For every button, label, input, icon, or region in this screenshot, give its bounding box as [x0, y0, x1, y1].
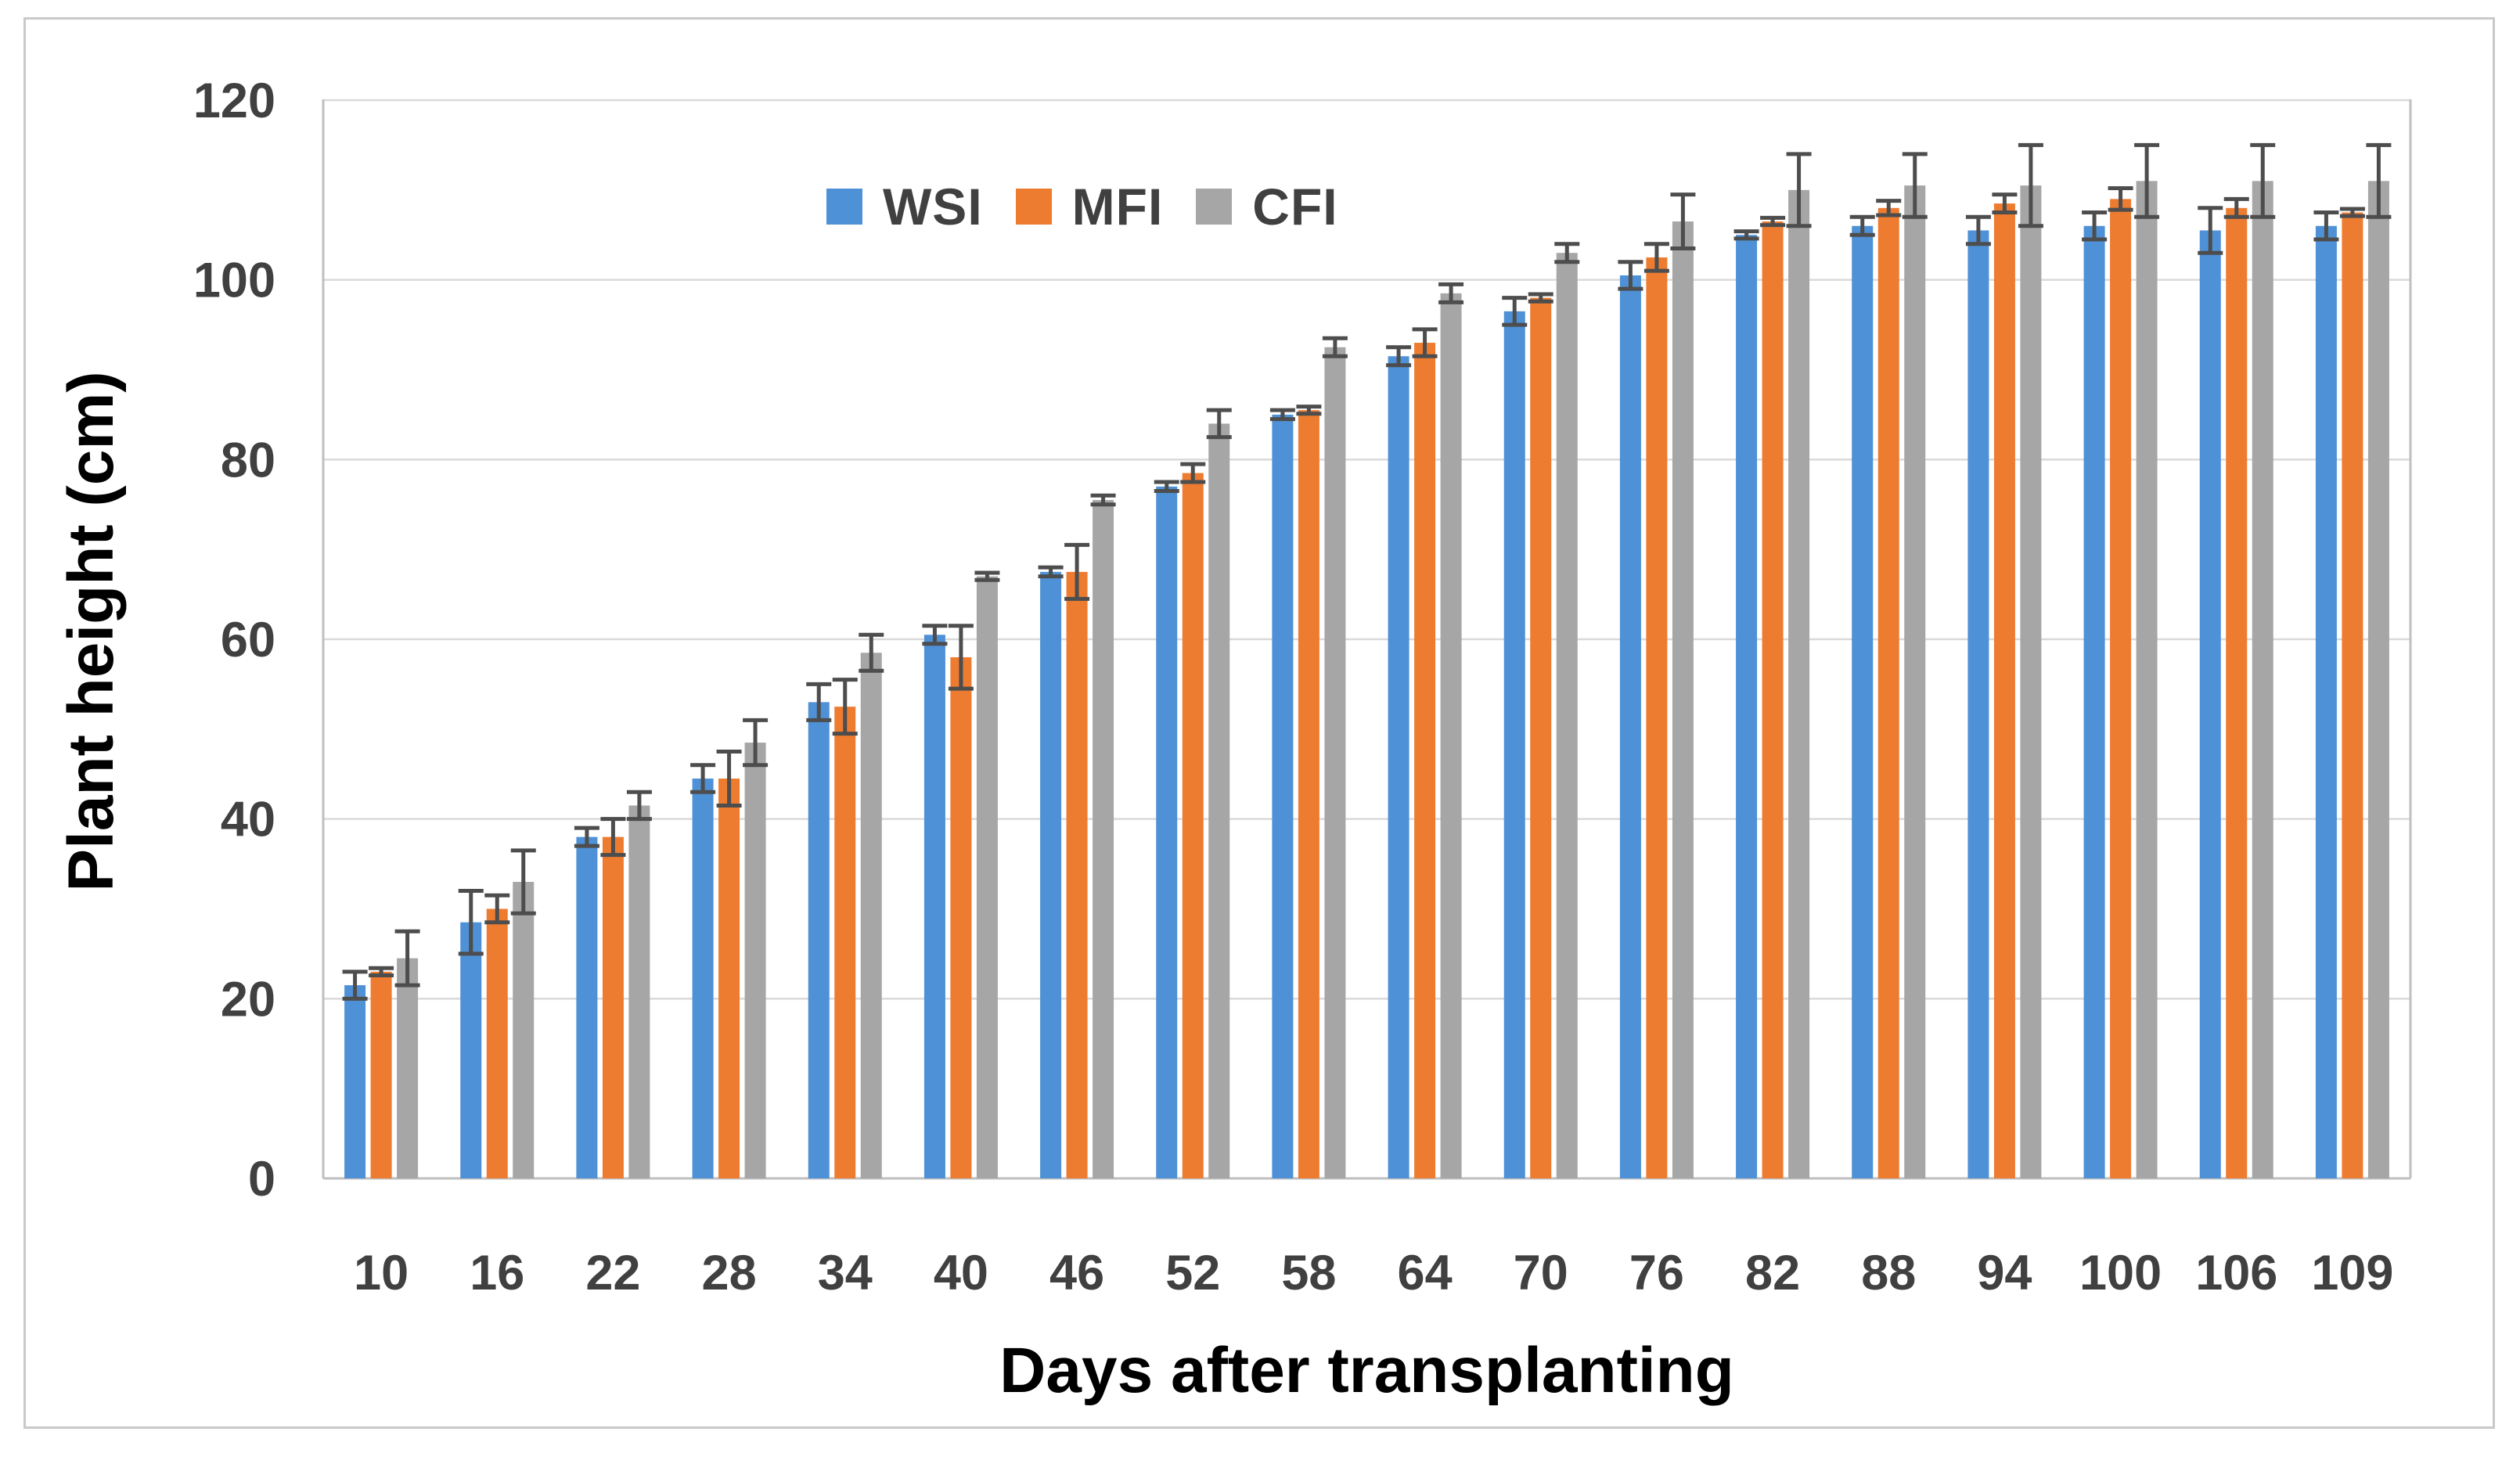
bar-mfi-70 — [1530, 297, 1552, 1179]
bar-cfi-16 — [513, 882, 535, 1178]
x-tick-label: 28 — [702, 1246, 757, 1300]
x-tick-label: 22 — [585, 1246, 640, 1300]
x-tick-label: 40 — [934, 1246, 988, 1300]
bar-wsi-70 — [1503, 311, 1525, 1178]
bar-wsi-34 — [808, 702, 830, 1178]
legend-item-cfi: CFI — [1196, 177, 1337, 236]
figure-border — [23, 17, 2495, 1429]
x-tick-label: 94 — [1977, 1246, 2032, 1300]
y-tick-label: 20 — [221, 972, 275, 1027]
x-tick-label: 70 — [1514, 1246, 1568, 1300]
x-tick-label: 58 — [1281, 1246, 1336, 1300]
bar-cfi-100 — [2136, 181, 2158, 1179]
bar-cfi-46 — [1093, 500, 1114, 1178]
bar-cfi-106 — [2252, 181, 2273, 1179]
bar-mfi-64 — [1414, 343, 1436, 1178]
bar-cfi-58 — [1324, 347, 1346, 1179]
x-tick-label: 64 — [1398, 1246, 1453, 1300]
y-tick-label: 60 — [221, 613, 275, 667]
bar-mfi-40 — [950, 656, 972, 1178]
bar-wsi-109 — [2315, 225, 2337, 1179]
bar-cfi-82 — [1788, 189, 1810, 1178]
bar-cfi-70 — [1556, 253, 1578, 1178]
bar-mfi-106 — [2226, 207, 2248, 1178]
bar-cfi-88 — [1904, 185, 1926, 1178]
x-tick-label: 46 — [1049, 1246, 1104, 1300]
bar-mfi-34 — [834, 707, 856, 1178]
bar-wsi-40 — [923, 635, 945, 1178]
bar-wsi-10 — [344, 985, 366, 1178]
bar-wsi-82 — [1736, 235, 1758, 1178]
y-tick-label: 100 — [193, 254, 275, 308]
bar-wsi-64 — [1388, 356, 1409, 1178]
bar-mfi-16 — [486, 908, 508, 1178]
bar-wsi-76 — [1619, 275, 1641, 1178]
bar-wsi-88 — [1852, 225, 1874, 1179]
bar-mfi-88 — [1877, 207, 1899, 1178]
bar-wsi-28 — [692, 778, 714, 1178]
bar-mfi-22 — [602, 836, 624, 1178]
y-tick-label: 0 — [248, 1152, 275, 1207]
x-tick-label: 16 — [470, 1246, 524, 1300]
y-axis-title: Plant height (cm) — [56, 371, 127, 892]
y-tick-label: 40 — [221, 793, 275, 847]
bar-mfi-100 — [2110, 199, 2132, 1179]
legend-item-mfi: MFI — [1015, 177, 1164, 236]
bar-cfi-109 — [2367, 181, 2389, 1179]
legend-swatch-cfi — [1196, 189, 1233, 225]
bar-wsi-100 — [2083, 225, 2105, 1179]
y-tick-label: 80 — [221, 433, 275, 487]
bar-mfi-76 — [1646, 257, 1668, 1178]
bar-wsi-58 — [1272, 414, 1294, 1178]
bar-cfi-28 — [744, 743, 766, 1178]
x-axis-title: Days after transplanting — [999, 1335, 1734, 1406]
y-tick-label: 120 — [193, 74, 275, 128]
bar-wsi-46 — [1040, 571, 1062, 1178]
bar-cfi-94 — [2020, 185, 2042, 1178]
x-tick-label: 10 — [354, 1246, 409, 1300]
legend-swatch-wsi — [826, 189, 862, 225]
bar-mfi-82 — [1762, 221, 1784, 1178]
bar-wsi-106 — [2199, 230, 2221, 1179]
bar-wsi-22 — [576, 836, 598, 1178]
bar-cfi-34 — [860, 653, 882, 1178]
bar-wsi-52 — [1156, 486, 1178, 1178]
bar-mfi-52 — [1182, 473, 1204, 1178]
x-tick-label: 109 — [2311, 1246, 2393, 1300]
bar-cfi-10 — [397, 958, 419, 1178]
bar-cfi-52 — [1208, 423, 1230, 1178]
legend-swatch-mfi — [1015, 189, 1052, 225]
bar-cfi-76 — [1672, 221, 1694, 1178]
x-tick-label: 52 — [1165, 1246, 1220, 1300]
legend-label-mfi: MFI — [1071, 178, 1164, 236]
bar-cfi-22 — [628, 805, 650, 1178]
x-tick-label: 76 — [1629, 1246, 1684, 1300]
legend-label-cfi: CFI — [1252, 178, 1338, 236]
bar-cfi-64 — [1440, 293, 1462, 1179]
legend-label-wsi: WSI — [883, 178, 983, 236]
x-tick-label: 82 — [1745, 1246, 1800, 1300]
bar-mfi-58 — [1298, 410, 1319, 1178]
legend: WSI MFI CFI — [826, 177, 1338, 236]
x-tick-label: 34 — [818, 1246, 873, 1300]
bar-wsi-94 — [1967, 230, 1989, 1179]
bar-wsi-16 — [460, 922, 482, 1178]
bar-mfi-10 — [370, 971, 392, 1178]
bar-mfi-28 — [718, 778, 740, 1178]
x-tick-label: 88 — [1861, 1246, 1916, 1300]
bar-mfi-94 — [1993, 203, 2015, 1178]
bar-mfi-46 — [1066, 571, 1088, 1178]
x-tick-label: 100 — [2079, 1246, 2162, 1300]
bar-cfi-40 — [976, 576, 998, 1178]
x-tick-label: 106 — [2195, 1246, 2277, 1300]
bar-mfi-109 — [2342, 212, 2363, 1179]
legend-item-wsi: WSI — [826, 177, 983, 236]
